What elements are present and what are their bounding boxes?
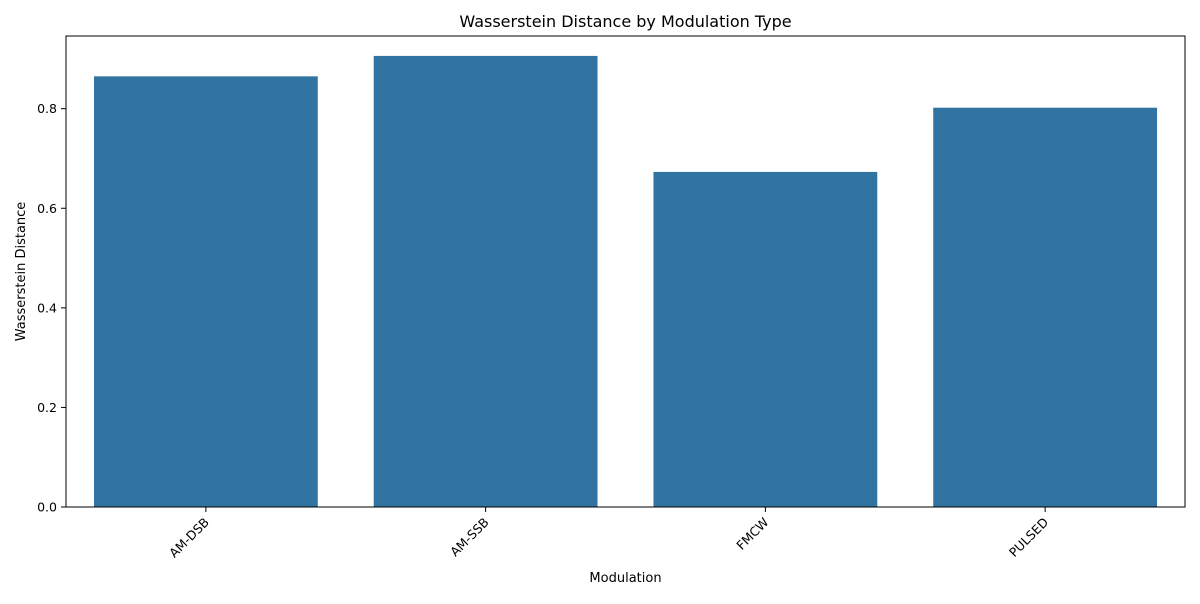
x-tick-label: AM-DSB [166, 515, 212, 561]
bars-layer [93, 55, 1158, 508]
x-tick-label: FMCW [733, 515, 771, 553]
chart-title: Wasserstein Distance by Modulation Type [459, 12, 791, 31]
bar-pulsed [933, 107, 1158, 507]
y-tick-label: 0.6 [37, 201, 57, 216]
x-tick-label: PULSED [1006, 515, 1051, 560]
y-tick-label: 0.2 [37, 400, 57, 415]
y-axis: 0.0 0.2 0.4 0.6 0.8 [37, 101, 66, 515]
plot-frame [65, 35, 1186, 508]
x-axis: AM-DSB AM-SSB FMCW PULSED [166, 507, 1051, 560]
x-tick-label: AM-SSB [447, 515, 492, 560]
bar-am-dsb [93, 76, 318, 508]
bar-fmcw [653, 171, 878, 507]
y-tick-label: 0.4 [37, 300, 57, 315]
y-tick-label: 0.8 [37, 101, 57, 116]
bar-am-ssb [373, 55, 598, 507]
x-axis-label: Modulation [589, 571, 661, 586]
y-axis-label: Wasserstein Distance [14, 202, 29, 342]
y-tick-label: 0.0 [37, 500, 57, 515]
